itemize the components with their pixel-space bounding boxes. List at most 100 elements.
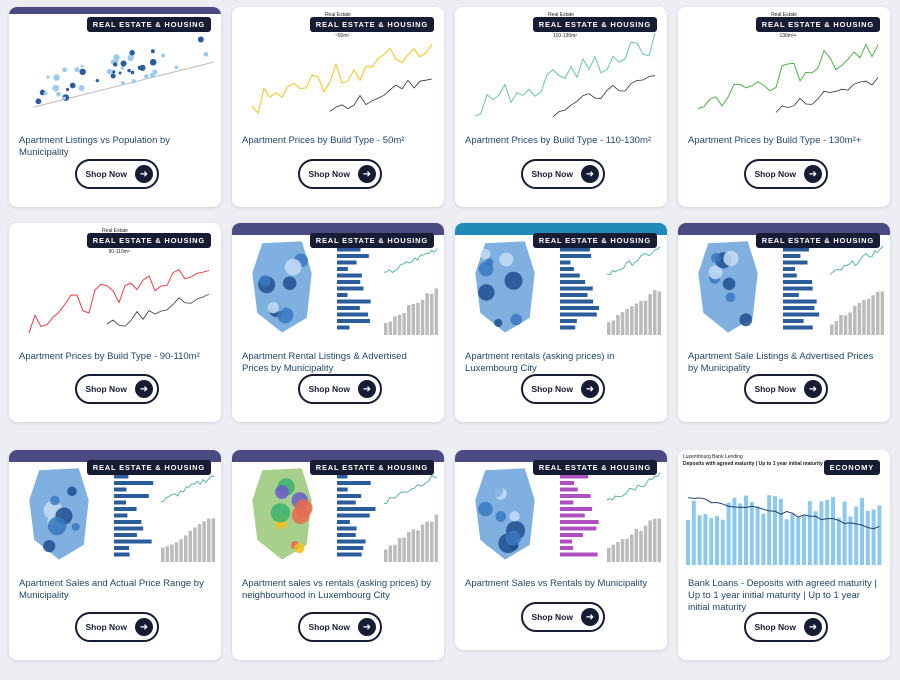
thumb-bar — [407, 305, 411, 335]
thumb-region — [499, 252, 514, 267]
thumb-bar — [114, 533, 137, 537]
category-badge: ECONOMY — [823, 460, 880, 475]
thumb-bar — [634, 529, 639, 562]
thumb-line — [775, 77, 879, 113]
thumb-bar — [783, 325, 813, 330]
shop-now-button[interactable]: Shop Now ➜ — [298, 612, 382, 642]
product-card: REAL ESTATE & HOUSING Apartment Sales and… — [9, 450, 221, 660]
shop-now-button[interactable]: Shop Now ➜ — [298, 159, 382, 189]
thumb-bar — [630, 306, 634, 335]
thumb-dot — [174, 65, 179, 70]
thumb-region — [275, 485, 289, 499]
shop-now-button[interactable]: Shop Now ➜ — [298, 374, 382, 404]
thumb-bar — [620, 312, 625, 335]
thumb-bar — [337, 520, 350, 524]
shop-now-button[interactable]: Shop Now ➜ — [744, 612, 828, 642]
thumb-bar — [560, 325, 576, 330]
thumb-bar — [813, 511, 818, 565]
thumb-bar — [720, 519, 725, 565]
thumb-bar — [732, 497, 737, 565]
shop-now-button[interactable]: Shop Now ➜ — [744, 374, 828, 404]
thumb-dot — [62, 67, 68, 73]
thumb-bar — [425, 293, 429, 335]
thumb-bar — [607, 322, 611, 335]
thumb-bar — [337, 306, 360, 310]
thumb-dot — [129, 50, 135, 56]
shop-now-button[interactable]: Shop Now ➜ — [75, 612, 159, 642]
thumb-bar — [616, 314, 620, 335]
thumb-bar — [783, 299, 817, 304]
thumb-bar — [211, 518, 216, 562]
thumb-bar — [755, 506, 760, 565]
product-card: Luxembourg Bank Lending Deposits with agr… — [678, 450, 890, 660]
shop-now-button[interactable]: Shop Now ➜ — [75, 374, 159, 404]
shop-now-button[interactable]: Shop Now ➜ — [744, 159, 828, 189]
button-label: Shop Now — [85, 384, 127, 394]
thumb-bar — [783, 280, 813, 284]
shop-now-button[interactable]: Shop Now ➜ — [521, 374, 605, 404]
thumb-bar — [337, 494, 362, 498]
product-card: REAL ESTATE & HOUSING Apartment Listings … — [9, 7, 221, 207]
thumb-text: 90-110m² — [108, 249, 129, 255]
thumb-bar — [842, 501, 847, 565]
arrow-icon: ➜ — [135, 380, 153, 398]
thumb-dot — [203, 51, 209, 57]
thumb-line — [606, 472, 661, 501]
thumb-dot — [74, 67, 80, 73]
thumb-bar — [114, 494, 149, 498]
thumb-header — [232, 450, 444, 462]
product-title: Apartment sales vs rentals (asking price… — [242, 578, 432, 601]
thumb-bar — [560, 487, 578, 492]
thumb-bar — [560, 526, 597, 531]
thumb-bar — [691, 500, 696, 565]
thumb-bar — [434, 514, 439, 562]
shop-now-button[interactable]: Shop Now ➜ — [75, 159, 159, 189]
product-card: REAL ESTATE & HOUSING Apartment sales vs … — [232, 450, 444, 660]
thumb-line — [474, 32, 656, 117]
shop-now-button[interactable]: Shop Now ➜ — [521, 602, 605, 632]
thumb-bar — [337, 481, 371, 485]
thumb-bar — [337, 293, 348, 297]
thumb-bar — [407, 532, 411, 562]
thumb-bar — [174, 542, 179, 562]
shop-now-button[interactable]: Shop Now ➜ — [521, 159, 605, 189]
thumb-bar — [393, 544, 397, 562]
thumb-region — [478, 284, 495, 301]
thumb-line — [697, 43, 879, 110]
thumb-region — [67, 486, 77, 497]
thumb-region — [494, 318, 503, 327]
thumb-bar — [648, 294, 652, 335]
thumb-dot — [197, 36, 204, 43]
thumb-dot — [120, 60, 127, 67]
thumb-region — [71, 522, 80, 531]
thumb-dot — [95, 79, 99, 83]
thumb-bar — [560, 481, 575, 485]
thumb-header — [678, 223, 890, 235]
thumb-bar — [783, 267, 795, 271]
thumb-bar — [193, 527, 197, 562]
thumb-text: Real Estate — [548, 12, 574, 18]
thumb-region — [708, 265, 723, 280]
arrow-icon: ➜ — [581, 165, 599, 183]
thumb-bar — [783, 306, 815, 310]
thumb-bar — [686, 519, 690, 565]
thumb-line — [552, 75, 656, 117]
thumb-dot — [161, 53, 166, 58]
product-card: REAL ESTATE & HOUSING Apartment Rental Li… — [232, 223, 444, 422]
thumb-dot — [149, 58, 157, 66]
thumb-bar — [560, 533, 583, 537]
thumb-region — [480, 249, 491, 260]
thumb-bar — [388, 321, 393, 335]
category-badge: REAL ESTATE & HOUSING — [532, 460, 657, 475]
thumb-bar — [843, 315, 848, 335]
thumb-bar — [866, 298, 871, 335]
thumb-line — [329, 78, 433, 112]
thumb-bar — [871, 295, 875, 335]
arrow-icon: ➜ — [804, 380, 822, 398]
thumb-bar — [783, 286, 813, 291]
thumb-bar — [639, 530, 643, 562]
thumb-bar — [862, 299, 866, 335]
thumb-bar — [337, 319, 370, 323]
thumb-bar — [657, 291, 662, 335]
